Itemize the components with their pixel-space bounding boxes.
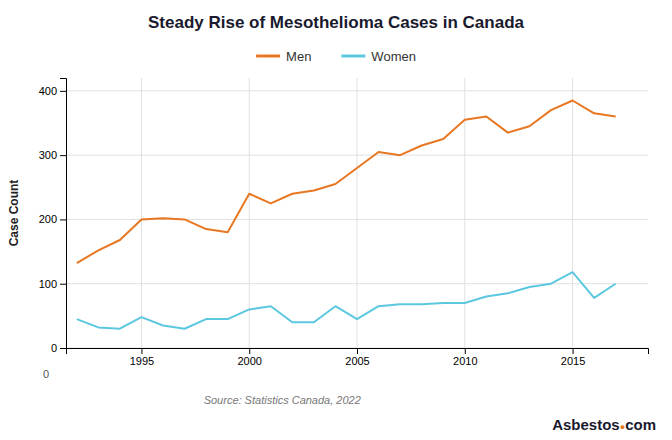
plot: 1995 2000 2005 2010 2015 0 100 200 300 400 [39, 78, 649, 367]
y-tick-mark [60, 91, 66, 92]
y-tick-label: 0 [51, 342, 57, 354]
y-axis: 0 100 200 300 400 [39, 79, 67, 355]
y-tick-mark [60, 155, 66, 156]
legend-label: Men [286, 49, 311, 64]
title: Steady Rise of Mesothelioma Cases in Can… [148, 13, 525, 32]
x-tick: 2005 [345, 348, 369, 367]
x-tick-mark [573, 348, 574, 354]
grid [66, 78, 648, 348]
series-line [77, 272, 616, 329]
x-tick-mark [141, 348, 142, 354]
grid-line [249, 78, 250, 348]
grid-line [357, 78, 358, 348]
y-tick-mark [60, 219, 66, 220]
y-tick-label: 200 [39, 213, 57, 225]
grid-line [464, 78, 465, 348]
legend-swatch [341, 55, 365, 58]
legend-label: Women [371, 49, 416, 64]
y-tick: 300 [39, 149, 66, 161]
legend-item: Men [256, 49, 311, 64]
legend-item: Women [341, 49, 416, 64]
y-tick: 200 [39, 213, 66, 225]
x-tick: 2000 [237, 348, 261, 367]
y-tick-label: 100 [39, 278, 57, 290]
x-tick-mark [357, 348, 358, 354]
source: Source: Statistics Canada, 2022 [204, 394, 361, 406]
x-tick-label: 2015 [561, 355, 585, 367]
x-tick: 1995 [130, 348, 154, 367]
annotation: 0 [43, 368, 49, 380]
legend-swatch [256, 55, 280, 58]
x-tick-mark [249, 348, 250, 354]
y-axis-title: Case Count [7, 180, 21, 247]
x-axis: 1995 2000 2005 2010 2015 [67, 348, 649, 367]
y-tick: 400 [39, 85, 66, 97]
y-tick-label: 400 [39, 85, 57, 97]
x-axis-line [67, 349, 649, 355]
x-tick-label: 2000 [237, 355, 261, 367]
y-tick-mark [60, 348, 66, 349]
brand-text: Asbestos [552, 416, 620, 433]
x-tick-mark [465, 348, 466, 354]
brand: Asbestos●com [552, 416, 656, 433]
x-tick: 2015 [561, 348, 585, 367]
y-axis-line [60, 79, 67, 349]
y-tick: 0 [51, 342, 66, 354]
series-line [77, 101, 616, 264]
x-tick: 2010 [453, 348, 477, 367]
grid-line [572, 78, 573, 348]
grid-line [141, 78, 142, 348]
y-tick-label: 300 [39, 149, 57, 161]
x-tick-label: 2010 [453, 355, 477, 367]
y-tick: 100 [39, 278, 66, 290]
x-tick-label: 2005 [345, 355, 369, 367]
legend: Men Women [256, 49, 416, 64]
lines [77, 101, 616, 329]
chart: 1995 2000 2005 2010 2015 0 100 200 300 400 Case Co… [0, 0, 672, 440]
brand-text: com [625, 416, 656, 433]
y-tick-mark [60, 284, 66, 285]
x-tick-label: 1995 [130, 355, 154, 367]
